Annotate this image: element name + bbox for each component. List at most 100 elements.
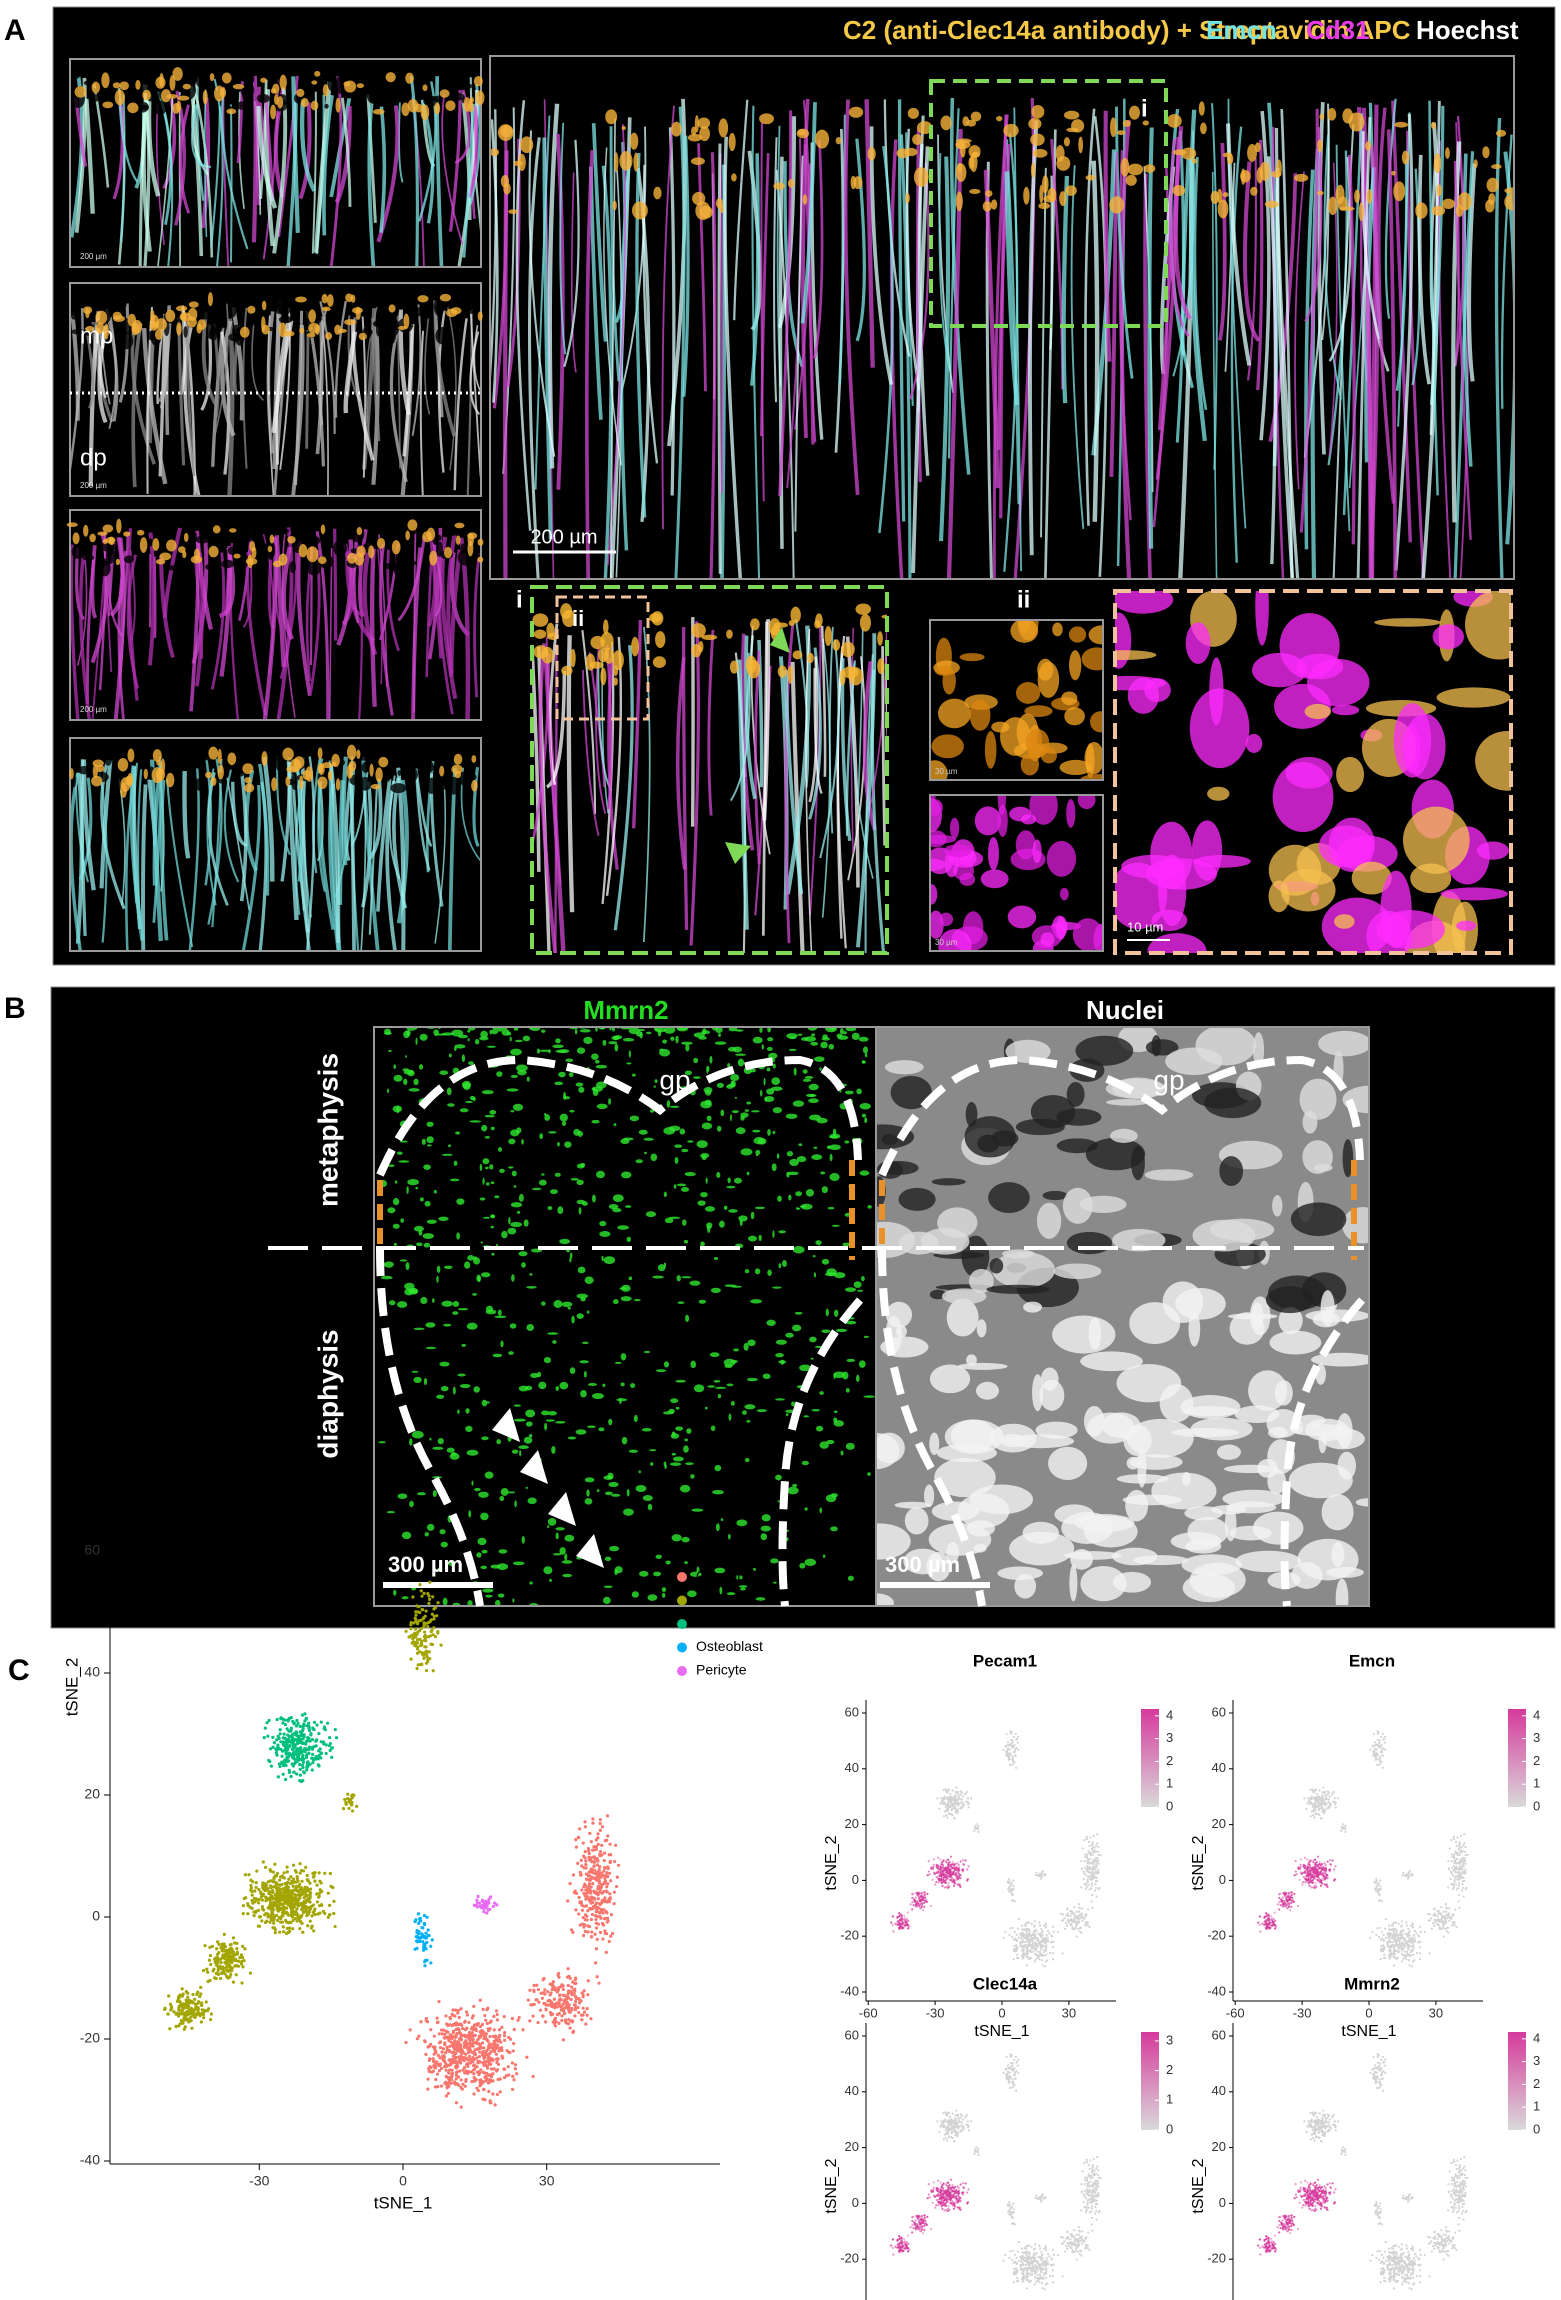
cell-point: [471, 2027, 476, 2032]
cell-point: [482, 2087, 486, 2091]
signal: [683, 1239, 689, 1244]
cell-point: [493, 2034, 498, 2038]
signal: [441, 1153, 453, 1156]
signal: [633, 1299, 641, 1302]
micrograph: [70, 738, 481, 951]
signal: [788, 1194, 792, 1201]
signal: [833, 1371, 845, 1379]
cell-point: [256, 1908, 261, 1912]
signal: [497, 124, 514, 141]
signal: [516, 1127, 522, 1134]
vessel: [588, 166, 603, 420]
signal: [577, 1266, 586, 1274]
signal: [730, 1400, 735, 1406]
vessel: [368, 786, 378, 935]
signal: [419, 1033, 428, 1041]
cell-point: [475, 1901, 479, 1905]
cell-point: [281, 1914, 285, 1918]
signal: [322, 84, 329, 97]
vessel: [402, 323, 415, 457]
signal: [704, 1406, 708, 1410]
signal: [713, 1257, 719, 1261]
vessel: [376, 544, 383, 685]
cell-point: [185, 2006, 189, 2010]
vessel: [570, 172, 577, 373]
cell-point: [598, 1930, 603, 1935]
cell-point: [435, 1614, 439, 1618]
signal: [510, 1048, 522, 1056]
signal: [791, 1401, 796, 1407]
vessel: [1304, 127, 1323, 323]
signal: [541, 1410, 550, 1416]
signal: [217, 764, 224, 780]
vessel: [709, 152, 717, 579]
cell-point: [295, 1907, 299, 1911]
signal: [602, 619, 609, 635]
cell-point: [318, 1747, 322, 1751]
signal: [608, 1418, 613, 1426]
cell-point: [257, 1897, 261, 1902]
signal: [1127, 163, 1144, 176]
micrograph: [930, 795, 1103, 951]
cell-point: [449, 2081, 453, 2085]
signal: [1143, 164, 1156, 173]
signal: [344, 319, 356, 326]
signal: [260, 62, 271, 74]
vessel: [434, 785, 447, 944]
vessel: [386, 549, 400, 652]
cell-point: [613, 1859, 617, 1864]
cell-point: [483, 2013, 487, 2018]
signal: [92, 94, 100, 102]
vessel: [1173, 126, 1192, 320]
signal: [208, 746, 219, 760]
signal: [654, 1079, 658, 1084]
signal: [706, 1115, 712, 1122]
cell-point: [609, 1853, 613, 1857]
signal: [1209, 657, 1224, 726]
signal: [401, 299, 409, 308]
signal: [1182, 1472, 1191, 1487]
signal: [620, 1296, 632, 1302]
cell-point: [445, 2083, 449, 2087]
signal: [471, 780, 478, 792]
signal: [800, 1203, 813, 1210]
signal: [681, 1536, 690, 1543]
signal: [670, 1036, 675, 1041]
signal: [1069, 1564, 1078, 1602]
signal: [709, 1055, 713, 1064]
cell-point: [253, 1900, 257, 1904]
signal: [649, 612, 663, 623]
signal: [178, 546, 186, 554]
signal: [1226, 1501, 1277, 1514]
panel-label: A: [4, 14, 26, 47]
signal: [521, 1139, 524, 1145]
cell-point: [328, 1735, 332, 1740]
signal: [1318, 1030, 1369, 1057]
signal: [480, 1565, 488, 1570]
signal: [440, 1385, 449, 1392]
signal: [501, 1029, 510, 1036]
signal: [1319, 113, 1325, 120]
cell-point: [278, 1899, 282, 1903]
cell-point: [566, 1899, 570, 1903]
signal: [794, 1311, 803, 1315]
cell-point: [602, 1866, 607, 1870]
cell-point: [486, 2006, 490, 2010]
signal: [513, 1027, 519, 1031]
cell-point: [284, 1759, 288, 1764]
signal: [982, 201, 992, 212]
cell-point: [454, 2101, 459, 2105]
cell-point: [422, 1630, 427, 1634]
signal: [1041, 175, 1049, 194]
cell-point: [186, 1995, 190, 1999]
signal: [905, 192, 910, 204]
vessel: [379, 106, 387, 233]
signal: [552, 1340, 557, 1344]
signal: [382, 66, 394, 74]
signal: [453, 1160, 458, 1166]
signal: [839, 669, 846, 686]
cell-point: [285, 1895, 289, 1899]
signal: [547, 1332, 559, 1335]
signal: [647, 1594, 658, 1601]
signal: [523, 1436, 533, 1444]
